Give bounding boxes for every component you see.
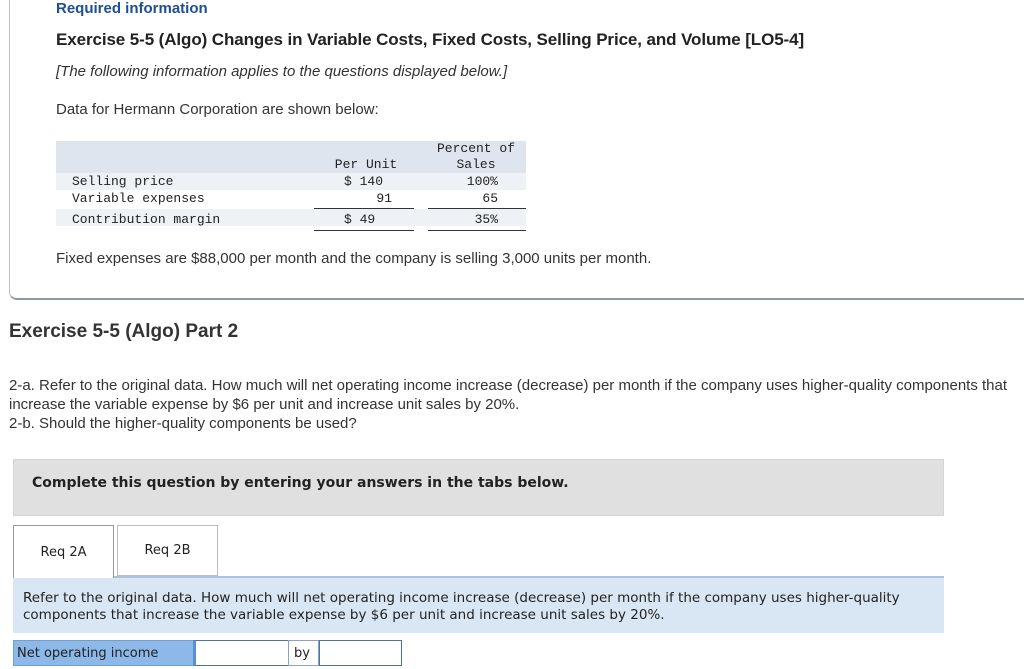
variable-expenses-per-unit: 91 bbox=[376, 191, 392, 206]
header-percent-line1: Percent of bbox=[436, 141, 515, 156]
fixed-expenses-text: Fixed expenses are $88,000 per month and… bbox=[56, 250, 652, 267]
instructions-text: Complete this question by entering your … bbox=[32, 475, 569, 491]
net-operating-income-label: Net operating income bbox=[13, 640, 195, 666]
contribution-margin-per-unit: $ 49 bbox=[344, 212, 376, 227]
table-row-background bbox=[56, 209, 526, 226]
exercise-title: Exercise 5-5 (Algo) Changes in Variable … bbox=[56, 30, 805, 49]
selling-price-percent: 100% bbox=[466, 174, 498, 189]
required-info-box bbox=[9, 0, 1024, 300]
row-label-contribution-margin: Contribution margin bbox=[72, 212, 221, 227]
tab-req-2b[interactable]: Req 2B bbox=[117, 525, 218, 576]
percent-bottom-rule bbox=[428, 230, 526, 231]
increase-decrease-select[interactable] bbox=[193, 640, 289, 666]
selling-price-per-unit: $ 140 bbox=[344, 174, 384, 189]
question-2a: 2-a. Refer to the original data. How muc… bbox=[9, 377, 1008, 413]
required-information-heading: Required information bbox=[56, 0, 208, 17]
row-label-variable-expenses: Variable expenses bbox=[72, 191, 205, 206]
variable-expenses-percent: 65 bbox=[482, 191, 498, 206]
instructions-banner: Complete this question by entering your … bbox=[13, 459, 944, 516]
data-table: Percent of Sales Per Unit Selling price … bbox=[56, 141, 526, 231]
row-label-selling-price: Selling price bbox=[72, 174, 174, 189]
by-label: by bbox=[288, 640, 319, 666]
per-unit-rule bbox=[314, 208, 414, 209]
tab-req-2a[interactable]: Req 2A bbox=[13, 525, 114, 578]
question-2b: 2-b. Should the higher-quality component… bbox=[9, 415, 357, 432]
amount-input[interactable] bbox=[319, 640, 402, 666]
part-title: Exercise 5-5 (Algo) Part 2 bbox=[9, 321, 239, 342]
following-info-note: [The following information applies to th… bbox=[56, 63, 508, 80]
tab-panel: Refer to the original data. How much wil… bbox=[13, 576, 944, 633]
table-row-background bbox=[56, 173, 526, 190]
percent-rule bbox=[428, 208, 526, 209]
header-percent-line2: Sales bbox=[456, 157, 496, 172]
contribution-margin-percent: 35% bbox=[474, 212, 498, 227]
table-header-background bbox=[56, 141, 526, 173]
data-intro-text: Data for Hermann Corporation are shown b… bbox=[56, 101, 379, 118]
table-row-background bbox=[56, 190, 526, 207]
panel-question-text: Refer to the original data. How much wil… bbox=[23, 590, 900, 623]
question-text: 2-a. Refer to the original data. How muc… bbox=[9, 376, 1024, 433]
per-unit-bottom-rule bbox=[314, 230, 414, 231]
header-per-unit: Per Unit bbox=[334, 157, 398, 172]
